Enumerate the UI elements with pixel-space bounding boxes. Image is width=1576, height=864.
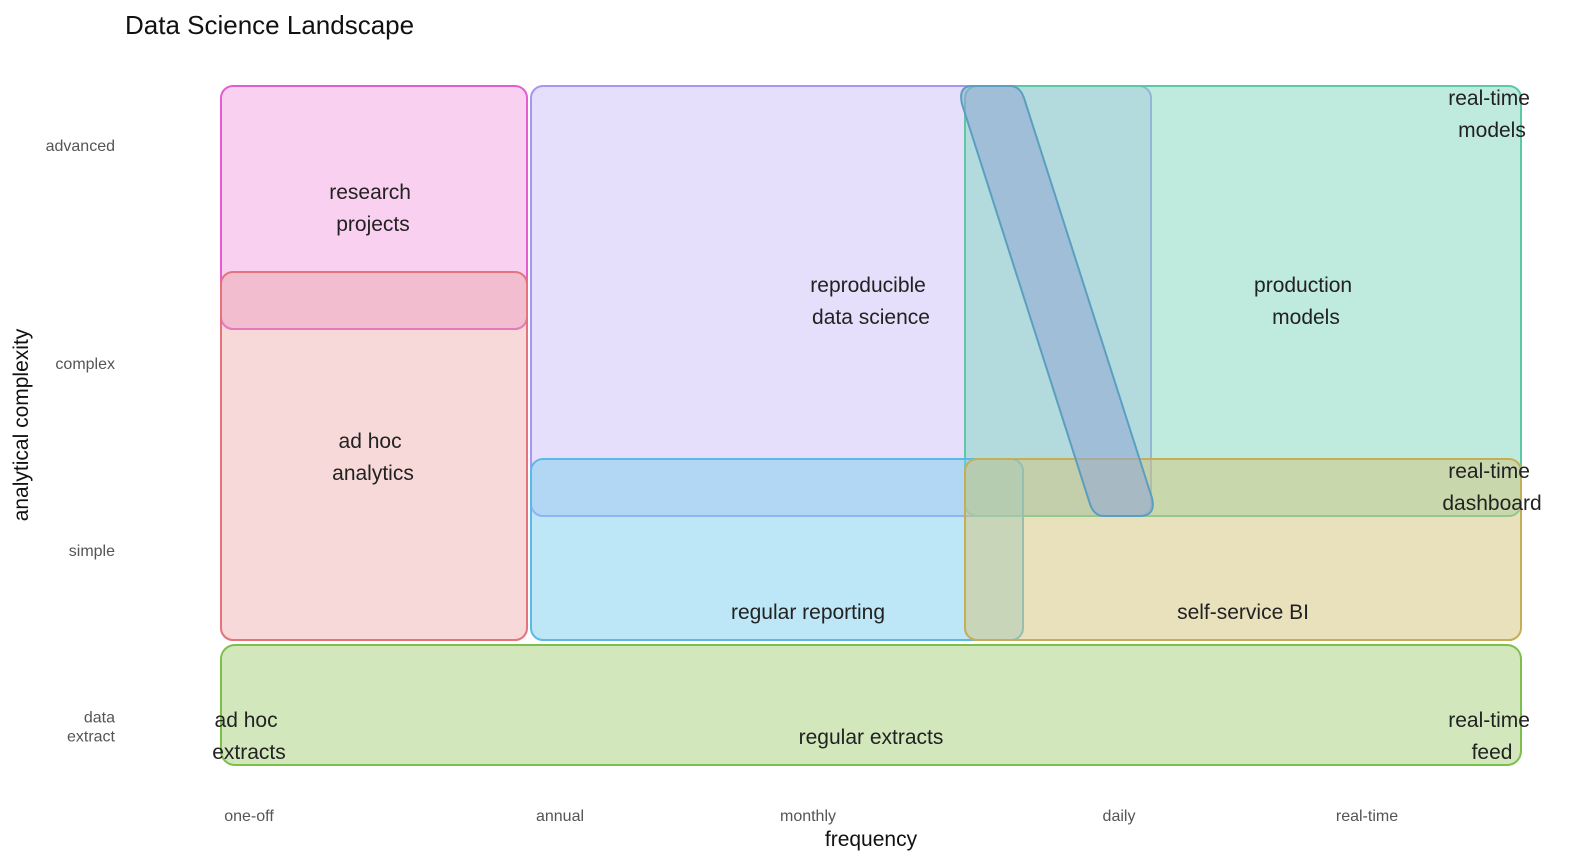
x-tick-label: monthly bbox=[780, 808, 836, 825]
ad-hoc-analytics-label: ad hoc analytics bbox=[332, 430, 414, 485]
reproducible-data-science-label: reproducible data science bbox=[810, 274, 931, 329]
y-tick-label: simple bbox=[69, 543, 115, 560]
research-projects-region bbox=[220, 85, 528, 330]
regions-layer bbox=[220, 85, 1522, 766]
x-axis-ticks: one-off annual monthly daily real-time bbox=[224, 808, 1398, 825]
regular-reporting-label: regular reporting bbox=[731, 601, 885, 624]
y-tick-label: complex bbox=[55, 356, 115, 373]
labels-layer: research projects ad hoc analytics repro… bbox=[212, 87, 1541, 764]
x-tick-label: annual bbox=[536, 808, 584, 825]
regular-extracts-label: regular extracts bbox=[799, 726, 944, 749]
x-tick-label: daily bbox=[1103, 808, 1136, 825]
y-tick-label: data extract bbox=[67, 710, 116, 746]
x-tick-label: one-off bbox=[224, 808, 274, 825]
ad-hoc-analytics-region bbox=[220, 271, 528, 641]
regular-extracts-region bbox=[220, 644, 1522, 766]
research-projects-label: research projects bbox=[329, 181, 417, 236]
self-service-bi-label: self-service BI bbox=[1177, 601, 1309, 624]
ad-hoc-extracts-label: ad hoc extracts bbox=[212, 709, 286, 764]
production-models-label: production models bbox=[1254, 274, 1358, 329]
x-axis-title: frequency bbox=[825, 828, 918, 851]
diagram-title: Data Science Landscape bbox=[125, 10, 414, 40]
real-time-models-label: real-time models bbox=[1448, 87, 1536, 142]
x-tick-label: real-time bbox=[1336, 808, 1398, 825]
real-time-dashboard-label: real-time dashboard bbox=[1442, 460, 1541, 515]
y-axis-title: analytical complexity bbox=[10, 328, 33, 521]
y-axis-ticks: advanced complex simple data extract bbox=[46, 138, 116, 746]
diagonal-transition-band bbox=[960, 85, 1154, 517]
real-time-feed-label: real-time feed bbox=[1448, 709, 1536, 764]
y-tick-label: advanced bbox=[46, 138, 115, 155]
